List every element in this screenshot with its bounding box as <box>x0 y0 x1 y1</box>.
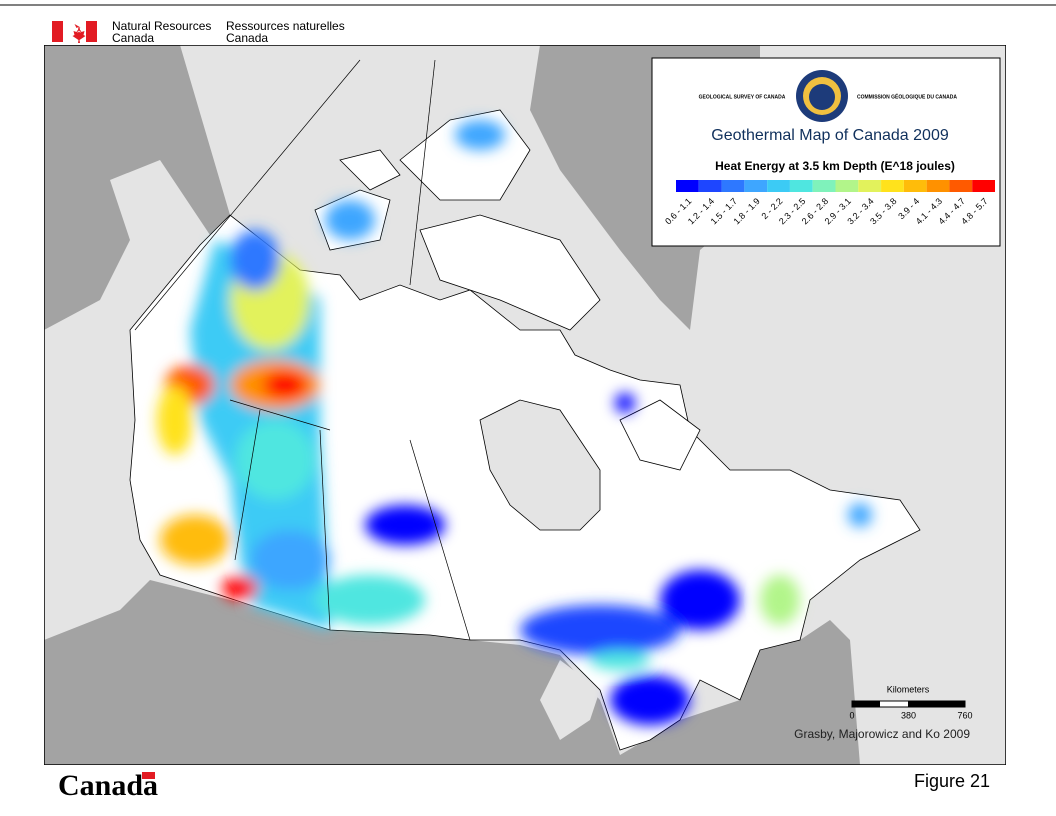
legend-swatch <box>835 180 859 192</box>
credit: Grasby, Majorowicz and Ko 2009 <box>794 727 970 741</box>
header-fr-2: Canada <box>226 31 268 45</box>
legend-subtitle: Heat Energy at 3.5 km Depth (E^18 joules… <box>715 159 955 173</box>
legend-swatch <box>926 180 950 192</box>
legend-swatch <box>881 180 904 192</box>
legend-swatch <box>721 180 745 192</box>
agency-fr: COMMISSION GÉOLOGIQUE DU CANADA <box>857 92 957 100</box>
agency-en: GEOLOGICAL SURVEY OF CANADA <box>699 94 786 100</box>
legend-swatch <box>949 180 973 192</box>
legend: GEOLOGICAL SURVEY OF CANADA COMMISSION G… <box>651 57 1001 247</box>
figure-label: Figure 21 <box>914 771 990 791</box>
legend-swatch <box>676 180 699 192</box>
legend-swatch <box>767 180 790 192</box>
legend-swatch <box>789 180 813 192</box>
legend-swatch <box>972 180 995 192</box>
legend-swatch <box>858 180 882 192</box>
legend-swatch <box>812 180 836 192</box>
legend-title: Geothermal Map of Canada 2009 <box>711 127 949 144</box>
header-en-1: Natural Resources <box>112 19 211 33</box>
legend-swatch <box>744 180 768 192</box>
scale-bar: Kilometers 0 380 760 <box>849 684 972 720</box>
header-en-2: Canada <box>112 31 154 45</box>
wordmark-flag <box>142 772 155 779</box>
flag <box>52 21 97 43</box>
scale-unit: Kilometers <box>887 684 930 694</box>
legend-swatch <box>903 180 927 192</box>
scale-tick-label: 380 <box>901 710 916 720</box>
scale-tick-label: 0 <box>849 710 854 720</box>
legend-swatch <box>698 180 722 192</box>
wordmark: Canada <box>58 769 158 802</box>
header-fr-1: Ressources naturelles <box>226 19 345 33</box>
scale-tick-label: 760 <box>957 710 972 720</box>
